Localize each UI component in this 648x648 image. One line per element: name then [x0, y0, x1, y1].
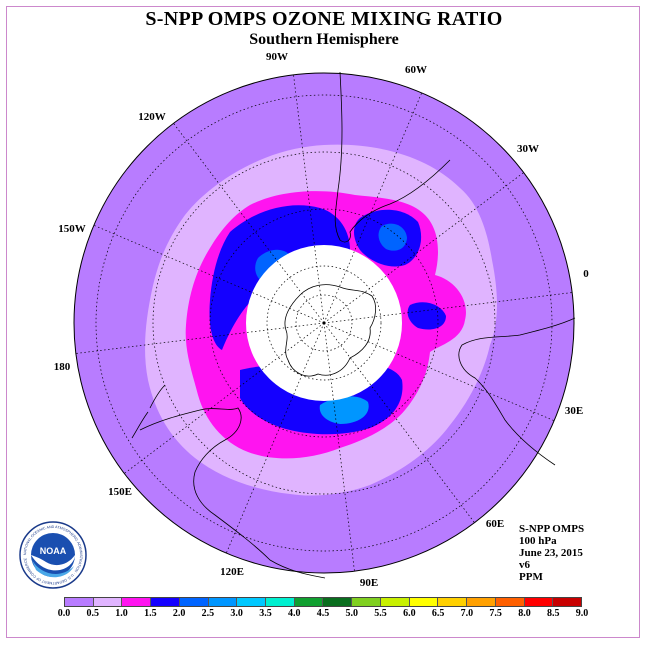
colorbar-tick-label: 0.5 [86, 608, 100, 619]
longitude-label: 150E [108, 486, 132, 498]
south-america-coast [334, 71, 451, 243]
colorbar-tick-label: 5.0 [345, 608, 359, 619]
africa-coast [458, 317, 576, 466]
info-units: PPM [519, 571, 543, 583]
figure-border [6, 6, 640, 638]
colorbar-swatch [409, 598, 439, 606]
colorbar [64, 597, 582, 607]
longitude-label: 150W [58, 223, 86, 235]
longitude-label: 120W [138, 111, 166, 123]
colorbar-swatch [294, 598, 324, 606]
noaa-logo: NOAA NATIONAL OCEANIC AND ATMOSPHERIC AD… [19, 521, 87, 589]
colorbar-swatch [553, 598, 581, 606]
colorbar-swatch [467, 598, 496, 606]
colorbar-swatch [179, 598, 209, 606]
info-version: v6 [519, 559, 530, 571]
colorbar-swatch [495, 598, 525, 606]
latitude-circle [95, 94, 553, 552]
info-block: S-NPP OMPS 100 hPa June 23, 2015 v6 PPM [519, 523, 584, 583]
australia-coast [139, 407, 326, 579]
colorbar-swatch [65, 598, 94, 606]
colorbar-swatch [151, 598, 180, 606]
latitude-circle [152, 151, 496, 495]
meridian-line [93, 224, 325, 324]
longitude-label: 120E [220, 566, 244, 578]
colorbar-tick-label: 1.0 [115, 608, 128, 619]
longitude-label: 180 [54, 361, 71, 373]
meridian-line [75, 322, 325, 354]
colorbar-swatch [237, 598, 267, 606]
contour-2-0-east [378, 223, 407, 251]
longitude-labels: 90W 60W 30W 0 30E 60E 90E 120E 150E 180 150W 120W [54, 51, 590, 589]
colorbar-labels: 0.0 0.5 1.0 1.5 2.0 2.5 3.0 3.5 4.0 4.5 5.0 5.5 6.0 6… [0, 608, 648, 622]
meridian-line [293, 74, 325, 324]
longitude-label: 60W [405, 64, 427, 76]
meridian-line [124, 322, 325, 474]
colorbar-tick-label: 7.5 [489, 608, 502, 619]
meridian-line [323, 92, 423, 324]
colorbar-swatch [93, 598, 123, 606]
colorbar-swatch [323, 598, 353, 606]
info-date: June 23, 2015 [519, 547, 583, 559]
info-product: S-NPP OMPS [519, 523, 585, 535]
longitude-label: 30E [565, 405, 583, 417]
colorbar-tick-label: 1.5 [144, 608, 157, 619]
colorbar-tick-label: 6.5 [431, 608, 445, 619]
south-pole-marker [322, 321, 326, 325]
colorbar-swatch [524, 598, 554, 606]
colorbar-tick-label: 8.5 [546, 608, 560, 619]
meridian-line [323, 322, 555, 422]
map-disk [74, 73, 574, 573]
colorbar-tick-label: 6.0 [403, 608, 416, 619]
longitude-label: 0 [583, 268, 589, 280]
colorbar-tick-label: 7.0 [460, 608, 474, 619]
colorbar-swatch [122, 598, 152, 606]
coastlines [131, 71, 576, 579]
colorbar-tick-label: 3.0 [230, 608, 243, 619]
meridian-line [323, 322, 355, 572]
meridians [75, 74, 573, 572]
colorbar-tick-label: 5.5 [374, 608, 387, 619]
colorbar-tick-label: 2.5 [201, 608, 215, 619]
latitude-circle [295, 294, 353, 352]
colorbar-swatch [352, 598, 381, 606]
meridian-line [323, 322, 475, 523]
chart-subtitle: Southern Hemisphere [249, 31, 399, 48]
colorbar-swatch [266, 598, 295, 606]
colorbar-swatch [208, 598, 238, 606]
latitude-circle [209, 208, 439, 438]
meridian-line [323, 172, 524, 324]
longitude-label: 90E [360, 577, 378, 589]
info-level: 100 hPa [519, 535, 557, 547]
antarctica-coast [284, 284, 376, 377]
contour-2-0-south [319, 396, 369, 424]
longitude-label: 60E [486, 518, 504, 530]
colorbar-swatch [380, 598, 410, 606]
map-rim [73, 72, 575, 574]
colorbar-tick-label: 0.0 [57, 608, 71, 619]
chart-title: S-NPP OMPS OZONE MIXING RATIO [145, 8, 503, 30]
colorbar-swatch [438, 598, 468, 606]
meridian-line [323, 292, 573, 324]
graticule [95, 94, 553, 552]
colorbar-tick-label: 8.0 [518, 608, 531, 619]
logo-text: NOAA [40, 546, 67, 556]
meridian-line [225, 322, 325, 554]
colorbar-tick-label: 9.0 [575, 608, 589, 619]
longitude-label: 30W [517, 143, 539, 155]
colorbar-tick-label: 2.0 [172, 608, 186, 619]
colorbar-tick-label: 4.0 [287, 608, 301, 619]
meridian-line [173, 123, 325, 324]
latitude-circle [266, 265, 382, 381]
colorbar-tick-label: 3.5 [259, 608, 272, 619]
longitude-label: 90W [266, 51, 288, 63]
colorbar-tick-label: 4.5 [316, 608, 330, 619]
new-zealand-coast [131, 384, 166, 439]
